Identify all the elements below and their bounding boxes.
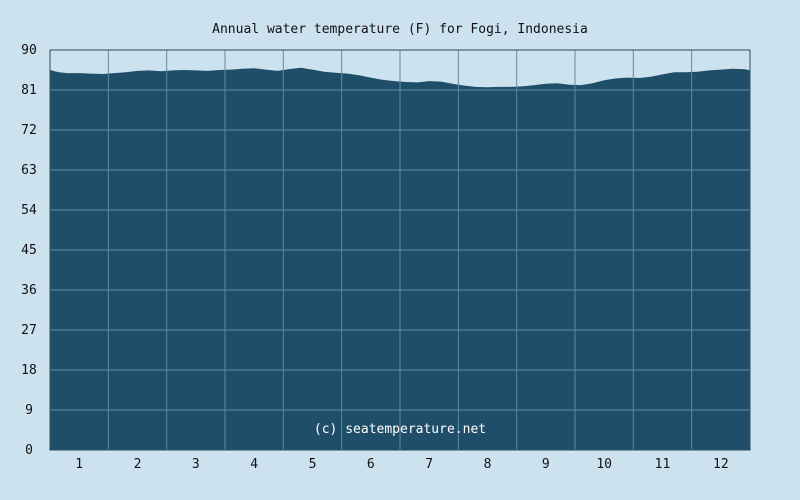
y-tick-label: 27 <box>21 323 37 338</box>
y-tick-label: 81 <box>21 83 37 98</box>
y-tick-label: 36 <box>21 283 37 298</box>
y-tick-label: 45 <box>21 243 37 258</box>
x-tick-label: 8 <box>484 457 492 472</box>
x-tick-label: 3 <box>192 457 200 472</box>
x-tick-label: 9 <box>542 457 550 472</box>
x-tick-label: 2 <box>134 457 142 472</box>
x-tick-label: 10 <box>596 457 612 472</box>
y-tick-label: 9 <box>25 403 33 418</box>
x-tick-label: 4 <box>250 457 258 472</box>
x-tick-label: 12 <box>713 457 729 472</box>
x-axis-ticks: 1 2 3 4 5 6 7 8 9 10 11 12 <box>75 457 728 472</box>
copyright-credit: (c) seatemperature.net <box>314 422 486 437</box>
y-axis-ticks: 0 9 18 27 36 45 54 63 72 81 90 <box>21 43 37 458</box>
y-tick-label: 90 <box>21 43 37 58</box>
y-tick-label: 18 <box>21 363 37 378</box>
x-tick-label: 7 <box>425 457 433 472</box>
y-tick-label: 63 <box>21 163 37 178</box>
chart-title: Annual water temperature (F) for Fogi, I… <box>212 22 588 37</box>
x-tick-label: 11 <box>655 457 671 472</box>
y-tick-label: 0 <box>25 443 33 458</box>
y-tick-label: 72 <box>21 123 37 138</box>
plot-frame <box>49 49 751 451</box>
x-tick-label: 1 <box>75 457 83 472</box>
x-tick-label: 5 <box>309 457 317 472</box>
x-tick-label: 6 <box>367 457 375 472</box>
y-tick-label: 54 <box>21 203 37 218</box>
